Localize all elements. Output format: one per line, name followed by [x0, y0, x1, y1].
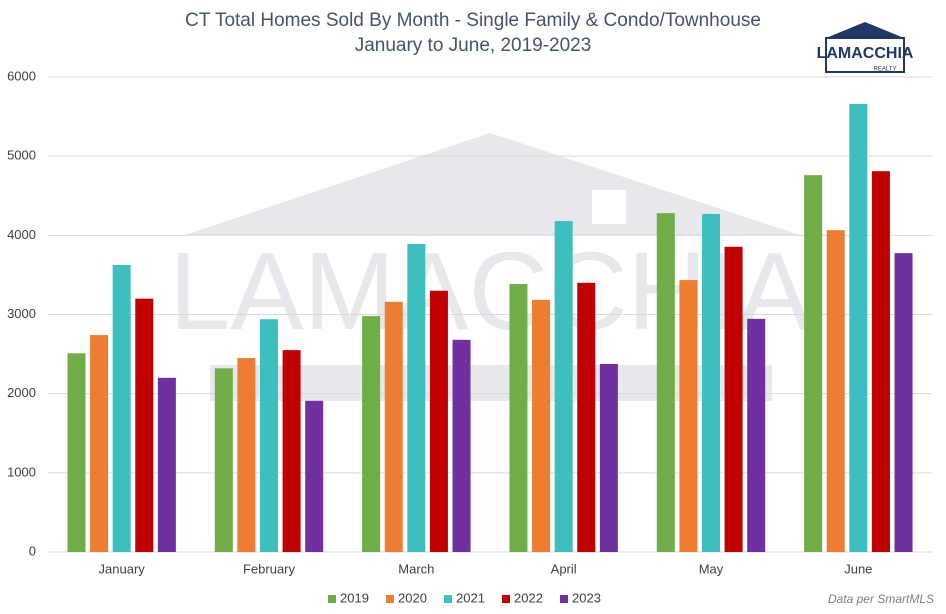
bar: [384, 301, 403, 552]
y-tick-label: 0: [29, 543, 36, 558]
logo-name: LAMACCHIA: [817, 45, 914, 62]
legend-swatch: [386, 595, 394, 603]
bar: [260, 319, 278, 552]
bar: [452, 339, 471, 552]
bar: [282, 350, 301, 552]
legend-label: 2022: [514, 590, 543, 605]
legend-label: 2020: [398, 590, 427, 605]
source-note: Data per SmartMLS: [828, 592, 934, 606]
bar: [112, 265, 131, 552]
x-tick-label: February: [243, 561, 296, 576]
legend-swatch: [502, 595, 510, 603]
bar: [532, 299, 551, 552]
bar: [826, 230, 845, 552]
chart-subtitle: January to June, 2019-2023: [355, 35, 592, 56]
bar: [747, 318, 766, 552]
bar: [429, 290, 448, 552]
x-tick-label: March: [398, 561, 434, 576]
bar: [656, 213, 675, 552]
chart-title: CT Total Homes Sold By Month - Single Fa…: [185, 10, 761, 31]
x-tick-label: June: [844, 561, 872, 576]
x-tick-label: January: [99, 561, 146, 576]
bar: [894, 253, 913, 553]
bar: [577, 282, 596, 552]
bar: [362, 316, 381, 552]
bar: [157, 377, 176, 552]
bar: [724, 246, 743, 552]
legend-swatch: [444, 595, 452, 603]
logo: LAMACCHIA REALTY: [817, 22, 914, 73]
bar: [679, 280, 698, 552]
y-tick-label: 1000: [7, 464, 36, 479]
bar: [407, 244, 426, 552]
bar: [305, 400, 324, 552]
bar: [804, 175, 823, 552]
bar: [237, 358, 256, 552]
bar: [90, 335, 109, 552]
bar: [599, 363, 618, 552]
legend-label: 2023: [572, 590, 601, 605]
bar: [871, 171, 890, 553]
y-tick-label: 2000: [7, 385, 36, 400]
x-tick-label: May: [699, 561, 724, 576]
bar: [135, 298, 154, 552]
bar: [702, 213, 720, 553]
bar: [554, 221, 573, 553]
bar: [849, 103, 868, 553]
y-tick-label: 5000: [7, 148, 36, 163]
bar: [214, 368, 233, 552]
legend-label: 2021: [456, 590, 485, 605]
y-tick-label: 6000: [7, 68, 36, 83]
legend-label: 2019: [340, 590, 369, 605]
x-tick-label: April: [551, 561, 577, 576]
bar: [509, 284, 528, 552]
y-tick-label: 3000: [7, 306, 36, 321]
legend-swatch: [328, 595, 336, 603]
bar: [67, 353, 86, 552]
y-tick-label: 4000: [7, 227, 36, 242]
legend-swatch: [560, 595, 568, 603]
logo-tagline: REALTY: [874, 67, 897, 73]
